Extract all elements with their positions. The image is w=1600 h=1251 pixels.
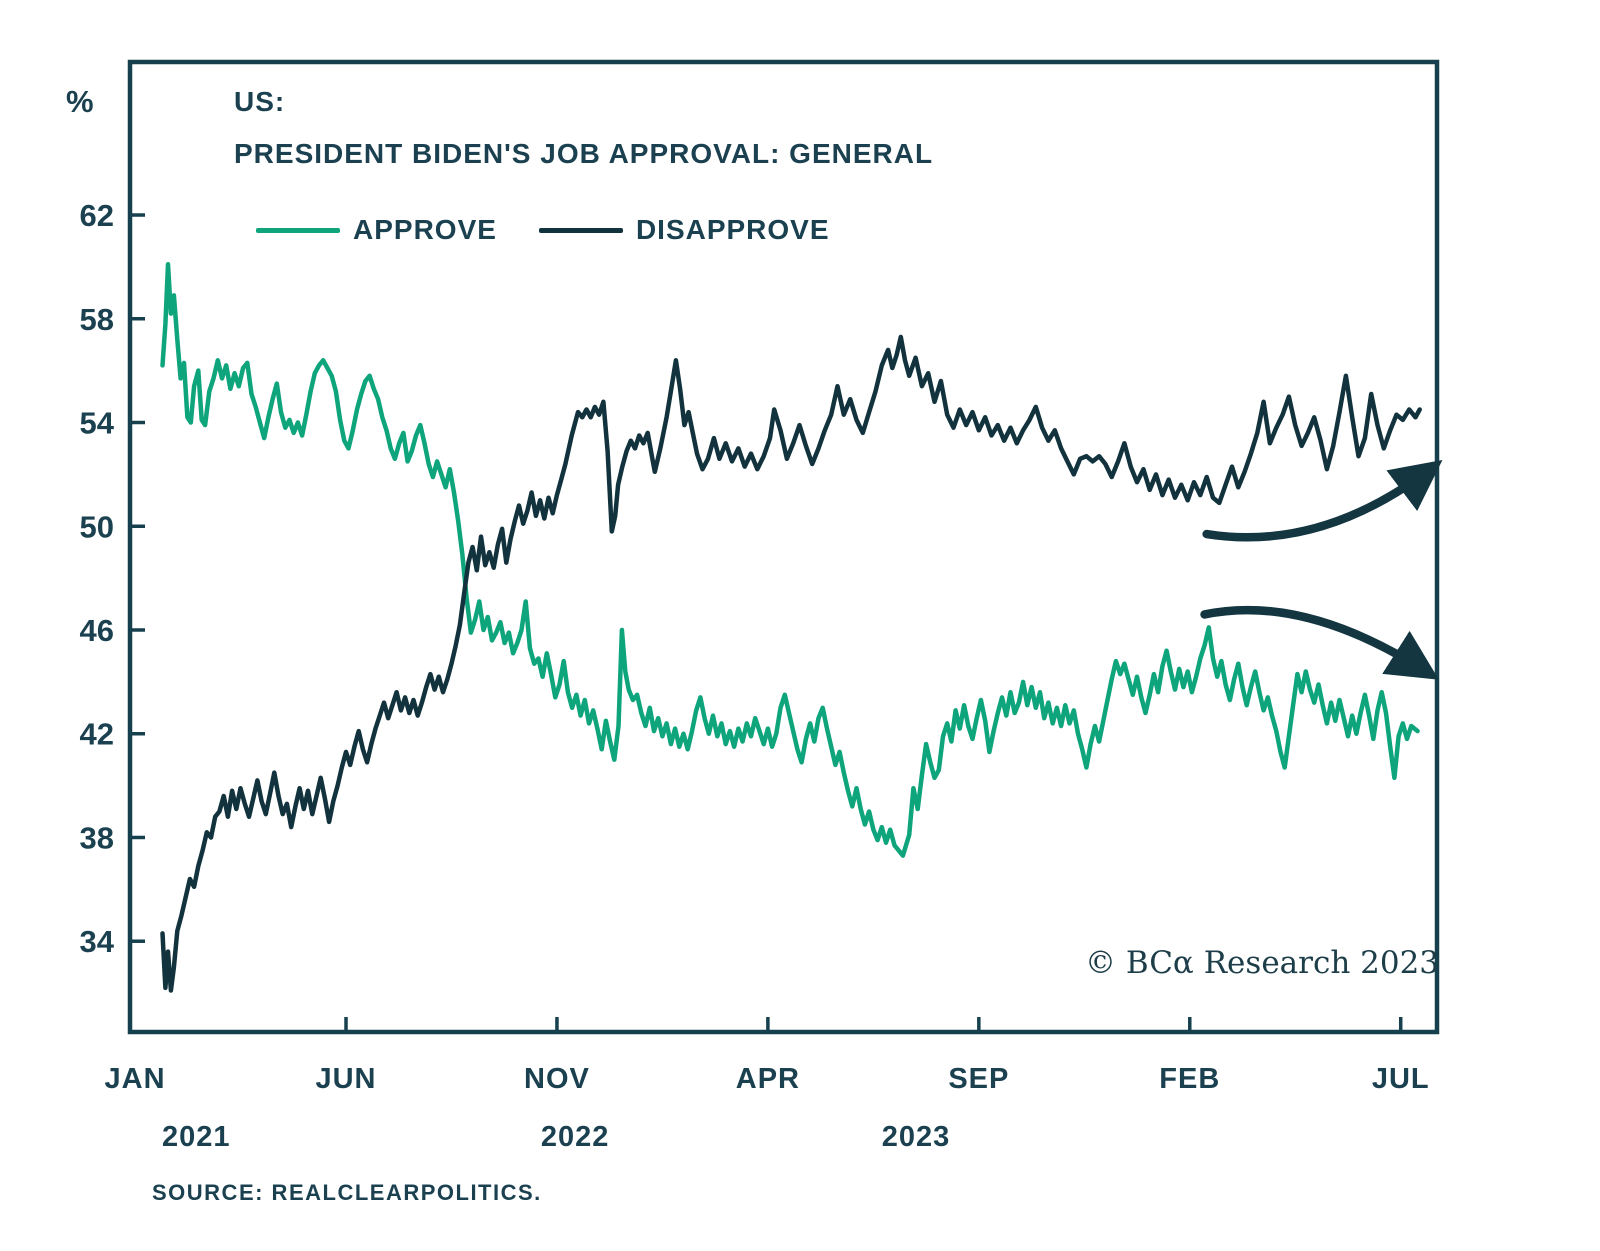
legend: APPROVE DISAPPROVE (256, 214, 830, 246)
x-tick-label-SEP: SEP (948, 1063, 1009, 1095)
chart-title-region: US: (234, 86, 286, 117)
approve-line-swatch (256, 227, 340, 233)
x-tick-label-NOV: NOV (524, 1063, 590, 1095)
y-axis-unit-label: % (66, 84, 95, 119)
source-note: SOURCE: REALCLEARPOLITICS. (152, 1180, 542, 1205)
x-tick-label-JAN: JAN (105, 1063, 166, 1095)
y-tick-label-62: 62 (80, 198, 114, 233)
y-tick-label-54: 54 (80, 406, 115, 441)
disapprove-line-swatch (538, 227, 623, 233)
y-tick-label-50: 50 (80, 509, 114, 544)
x-tick-label-JUL: JUL (1372, 1063, 1430, 1095)
year-label-2021: 2021 (162, 1121, 231, 1153)
approve-trend-arrow (1200, 605, 1439, 680)
chart-title: PRESIDENT BIDEN'S JOB APPROVAL: GENERAL (234, 138, 934, 169)
copyright-notice: © BCα Research 2023 (1085, 945, 1440, 981)
approve-line (160, 262, 1420, 858)
year-label-2023: 2023 (882, 1121, 951, 1153)
y-tick-label-34: 34 (80, 924, 115, 959)
plot-border (127, 59, 1440, 1035)
legend-item-disapprove: DISAPPROVE (538, 214, 830, 246)
y-tick-label-58: 58 (80, 302, 114, 337)
legend-label-approve: APPROVE (353, 214, 497, 245)
disapprove-line (160, 334, 1422, 993)
year-label-2022: 2022 (541, 1121, 610, 1153)
y-tick-label-46: 46 (80, 613, 114, 648)
disapprove-trend-arrow (1202, 459, 1443, 542)
x-tick-label-FEB: FEB (1159, 1063, 1220, 1095)
x-tick-label-JUN: JUN (315, 1063, 376, 1095)
legend-item-approve: APPROVE (256, 214, 497, 246)
x-tick-label-APR: APR (736, 1063, 800, 1095)
y-tick-label-38: 38 (80, 820, 114, 855)
legend-label-disapprove: DISAPPROVE (635, 214, 830, 245)
y-tick-label-42: 42 (80, 717, 114, 752)
